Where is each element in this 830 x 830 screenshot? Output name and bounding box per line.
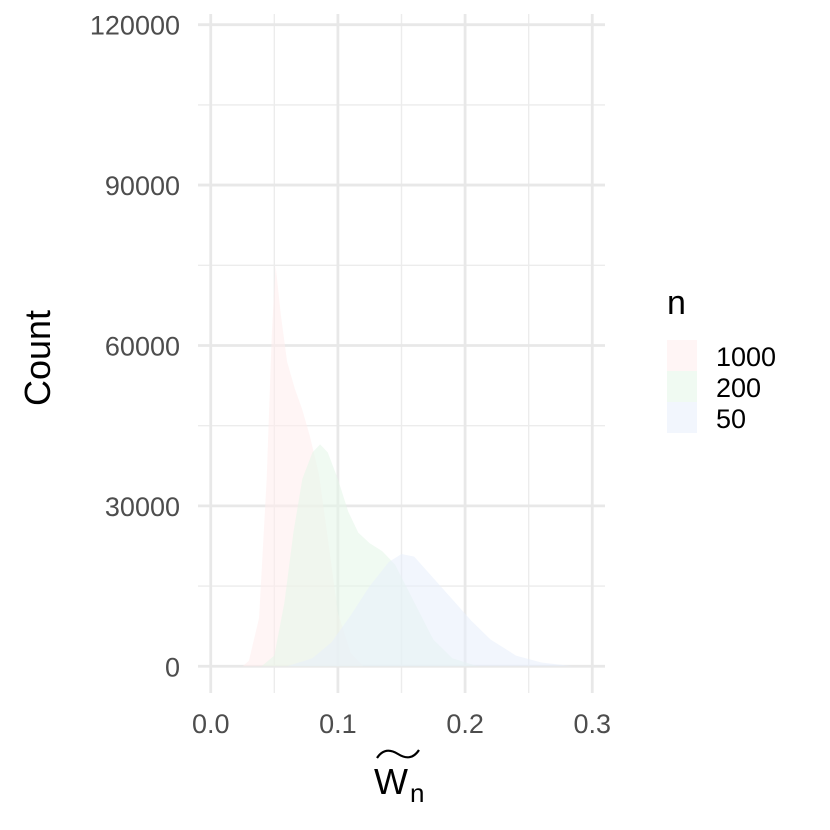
legend-label-n-1000: 1000 [716, 342, 776, 372]
density-area-n-50 [287, 553, 574, 667]
y-axis-title: Count [17, 310, 58, 406]
legend-title: n [667, 284, 686, 322]
x-tick-label: 0.2 [446, 709, 484, 739]
x-axis-title-base: W [374, 761, 408, 802]
legend-swatch-n-50 [667, 402, 697, 433]
y-tick-label: 0 [165, 652, 180, 682]
y-tick-label: 60000 [105, 331, 180, 361]
legend-swatch-n-1000 [667, 340, 697, 371]
legend-swatch-n-200 [667, 371, 697, 402]
x-tick-label: 0.3 [574, 709, 612, 739]
density-area-n-200 [261, 444, 478, 667]
legend-label-n-50: 50 [716, 404, 746, 434]
tilde-mark [376, 749, 420, 759]
density-area-n-1000 [242, 265, 364, 667]
x-axis-title: W n [374, 749, 424, 808]
x-axis-title-subscript: n [410, 778, 424, 808]
density-areas [242, 265, 574, 667]
y-tick-label: 120000 [90, 11, 180, 41]
x-tick-label: 0.0 [192, 709, 230, 739]
y-tick-label: 90000 [105, 171, 180, 201]
x-tick-label: 0.1 [319, 709, 357, 739]
x-tick-labels: 0.0 0.1 0.2 0.3 [192, 709, 611, 739]
legend-label-n-200: 200 [716, 373, 761, 403]
y-tick-labels: 0 30000 60000 90000 120000 [90, 11, 180, 683]
y-tick-label: 30000 [105, 492, 180, 522]
